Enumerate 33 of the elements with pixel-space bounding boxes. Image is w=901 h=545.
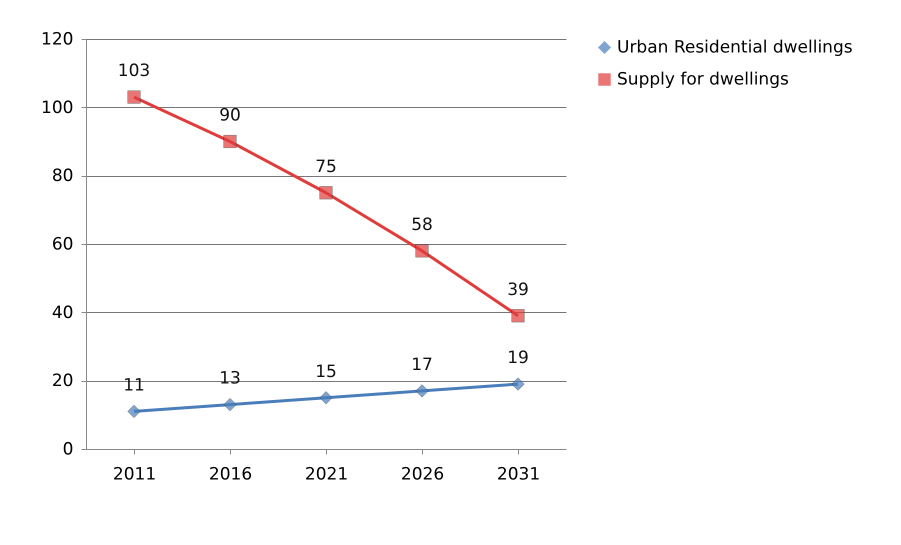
data-label: 15	[315, 362, 337, 382]
x-tick-label: 2016	[208, 464, 252, 484]
point	[415, 384, 429, 398]
y-tick-label: 40	[52, 302, 74, 323]
y-tick-label: 120	[41, 30, 74, 50]
x-tick-label: 2011	[112, 464, 156, 484]
data-label: 75	[315, 156, 337, 177]
y-tick-label: 60	[52, 234, 74, 254]
data-label: 103	[118, 61, 150, 82]
legend-label: Urban Residential dwellings	[617, 38, 853, 58]
y-tick-label: 80	[52, 166, 74, 186]
y-tick-label: 20	[52, 371, 74, 392]
point	[319, 186, 333, 200]
point	[223, 398, 237, 412]
x-tick-label: 2026	[400, 464, 444, 484]
point	[511, 378, 525, 391]
legend-label: Supply for dwellings	[617, 70, 789, 90]
point	[127, 404, 141, 418]
data-label: 19	[507, 348, 529, 368]
y-tick-label: 0	[62, 440, 74, 460]
y-tick-label: 100	[41, 98, 74, 118]
point	[127, 90, 141, 104]
data-label: 39	[507, 280, 529, 300]
x-tick-label: 2021	[304, 464, 348, 484]
point	[223, 134, 237, 148]
point	[511, 309, 525, 322]
data-label: 17	[411, 354, 433, 375]
point	[415, 244, 429, 258]
data-label: 11	[123, 375, 145, 396]
x-tick-label: 2031	[496, 464, 540, 484]
data-label: 58	[411, 214, 433, 235]
point	[319, 391, 333, 404]
data-label: 90	[219, 106, 241, 126]
